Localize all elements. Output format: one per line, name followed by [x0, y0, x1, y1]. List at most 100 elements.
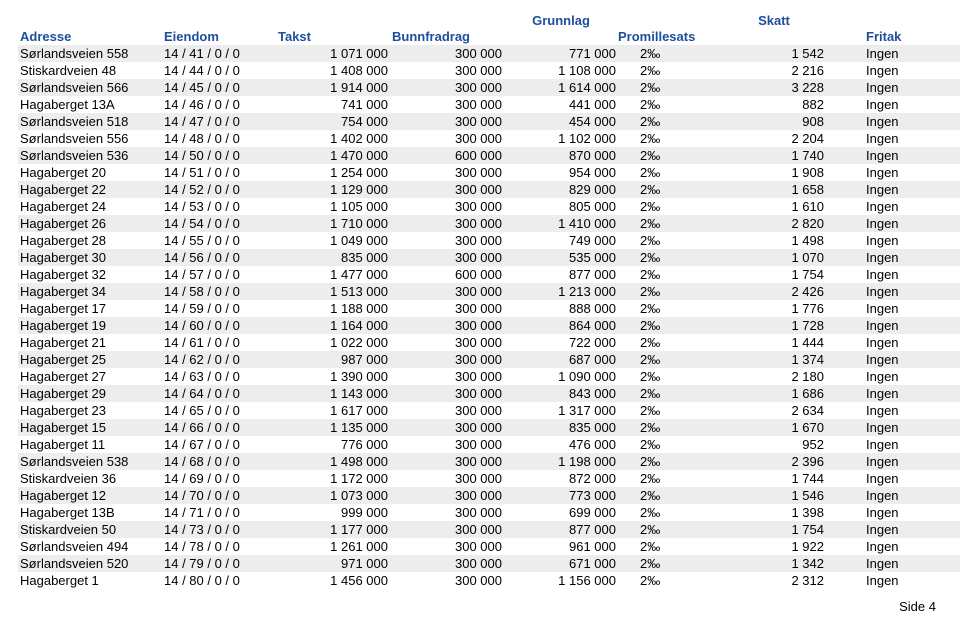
cell-takst: 1 129 000 — [276, 181, 390, 198]
cell-bunn: 300 000 — [390, 215, 504, 232]
cell-eiendom: 14 / 65 / 0 / 0 — [162, 402, 276, 419]
cell-fritak: Ingen — [826, 96, 960, 113]
cell-skatt: 1 740 — [722, 147, 826, 164]
cell-fritak: Ingen — [826, 130, 960, 147]
cell-promillesats: 2‰ — [618, 181, 722, 198]
cell-promillesats: 2‰ — [618, 300, 722, 317]
cell-eiendom: 14 / 60 / 0 / 0 — [162, 317, 276, 334]
cell-skatt: 1 754 — [722, 266, 826, 283]
cell-promillesats: 2‰ — [618, 470, 722, 487]
cell-fritak: Ingen — [826, 300, 960, 317]
cell-grunnlag: 954 000 — [504, 164, 618, 181]
cell-skatt: 1 070 — [722, 249, 826, 266]
cell-bunn: 300 000 — [390, 317, 504, 334]
col-bunnfradrag: Bunnfradrag — [390, 28, 504, 45]
cell-adresse: Hagaberget 1 — [18, 572, 162, 589]
cell-skatt: 1 922 — [722, 538, 826, 555]
cell-adresse: Hagaberget 17 — [18, 300, 162, 317]
cell-adresse: Sørlandsveien 556 — [18, 130, 162, 147]
cell-takst: 741 000 — [276, 96, 390, 113]
table-row: Sørlandsveien 51814 / 47 / 0 / 0754 0003… — [18, 113, 960, 130]
cell-promillesats: 2‰ — [618, 215, 722, 232]
property-tax-table: Grunnlag Skatt Adresse Eiendom Takst Bun… — [18, 12, 960, 589]
table-row: Sørlandsveien 49414 / 78 / 0 / 01 261 00… — [18, 538, 960, 555]
cell-adresse: Sørlandsveien 494 — [18, 538, 162, 555]
cell-takst: 1 470 000 — [276, 147, 390, 164]
cell-skatt: 1 728 — [722, 317, 826, 334]
cell-grunnlag: 476 000 — [504, 436, 618, 453]
cell-fritak: Ingen — [826, 334, 960, 351]
cell-promillesats: 2‰ — [618, 62, 722, 79]
cell-takst: 1 456 000 — [276, 572, 390, 589]
cell-fritak: Ingen — [826, 249, 960, 266]
table-row: Hagaberget 2814 / 55 / 0 / 01 049 000300… — [18, 232, 960, 249]
cell-promillesats: 2‰ — [618, 45, 722, 62]
cell-eiendom: 14 / 70 / 0 / 0 — [162, 487, 276, 504]
cell-takst: 987 000 — [276, 351, 390, 368]
cell-grunnlag: 1 102 000 — [504, 130, 618, 147]
cell-adresse: Hagaberget 30 — [18, 249, 162, 266]
cell-fritak: Ingen — [826, 232, 960, 249]
cell-fritak: Ingen — [826, 164, 960, 181]
cell-adresse: Hagaberget 23 — [18, 402, 162, 419]
cell-adresse: Sørlandsveien 558 — [18, 45, 162, 62]
cell-grunnlag: 749 000 — [504, 232, 618, 249]
cell-adresse: Hagaberget 22 — [18, 181, 162, 198]
cell-eiendom: 14 / 52 / 0 / 0 — [162, 181, 276, 198]
cell-skatt: 1 342 — [722, 555, 826, 572]
cell-adresse: Hagaberget 20 — [18, 164, 162, 181]
table-row: Hagaberget 2514 / 62 / 0 / 0987 000300 0… — [18, 351, 960, 368]
cell-takst: 1 071 000 — [276, 45, 390, 62]
cell-eiendom: 14 / 80 / 0 / 0 — [162, 572, 276, 589]
cell-grunnlag: 877 000 — [504, 266, 618, 283]
cell-skatt: 2 204 — [722, 130, 826, 147]
table-row: Hagaberget 2414 / 53 / 0 / 01 105 000300… — [18, 198, 960, 215]
cell-bunn: 300 000 — [390, 521, 504, 538]
cell-bunn: 300 000 — [390, 351, 504, 368]
cell-takst: 754 000 — [276, 113, 390, 130]
cell-grunnlag: 961 000 — [504, 538, 618, 555]
cell-fritak: Ingen — [826, 453, 960, 470]
cell-grunnlag: 1 198 000 — [504, 453, 618, 470]
cell-fritak: Ingen — [826, 283, 960, 300]
page-footer: Side 4 — [18, 589, 942, 614]
cell-grunnlag: 870 000 — [504, 147, 618, 164]
cell-adresse: Hagaberget 34 — [18, 283, 162, 300]
cell-adresse: Sørlandsveien 536 — [18, 147, 162, 164]
cell-bunn: 300 000 — [390, 113, 504, 130]
cell-skatt: 1 498 — [722, 232, 826, 249]
cell-grunnlag: 722 000 — [504, 334, 618, 351]
cell-grunnlag: 1 090 000 — [504, 368, 618, 385]
cell-takst: 1 188 000 — [276, 300, 390, 317]
cell-grunnlag: 773 000 — [504, 487, 618, 504]
cell-eiendom: 14 / 68 / 0 / 0 — [162, 453, 276, 470]
cell-grunnlag: 888 000 — [504, 300, 618, 317]
table-row: Hagaberget 1514 / 66 / 0 / 01 135 000300… — [18, 419, 960, 436]
cell-promillesats: 2‰ — [618, 147, 722, 164]
cell-bunn: 300 000 — [390, 130, 504, 147]
cell-bunn: 300 000 — [390, 198, 504, 215]
cell-bunn: 300 000 — [390, 572, 504, 589]
cell-takst: 1 390 000 — [276, 368, 390, 385]
cell-grunnlag: 671 000 — [504, 555, 618, 572]
cell-takst: 1 254 000 — [276, 164, 390, 181]
cell-grunnlag: 535 000 — [504, 249, 618, 266]
cell-fritak: Ingen — [826, 181, 960, 198]
cell-adresse: Stiskardveien 48 — [18, 62, 162, 79]
cell-skatt: 1 610 — [722, 198, 826, 215]
table-row: Hagaberget 13B14 / 71 / 0 / 0999 000300 … — [18, 504, 960, 521]
col-fritak: Fritak — [826, 28, 960, 45]
cell-bunn: 300 000 — [390, 368, 504, 385]
cell-fritak: Ingen — [826, 538, 960, 555]
table-row: Hagaberget 2214 / 52 / 0 / 01 129 000300… — [18, 181, 960, 198]
col-group-skatt: Skatt — [722, 12, 826, 28]
cell-fritak: Ingen — [826, 317, 960, 334]
cell-takst: 1 143 000 — [276, 385, 390, 402]
cell-takst: 1 408 000 — [276, 62, 390, 79]
cell-takst: 1 710 000 — [276, 215, 390, 232]
cell-eiendom: 14 / 64 / 0 / 0 — [162, 385, 276, 402]
table-row: Hagaberget 2114 / 61 / 0 / 01 022 000300… — [18, 334, 960, 351]
cell-bunn: 300 000 — [390, 334, 504, 351]
cell-eiendom: 14 / 53 / 0 / 0 — [162, 198, 276, 215]
cell-takst: 1 261 000 — [276, 538, 390, 555]
